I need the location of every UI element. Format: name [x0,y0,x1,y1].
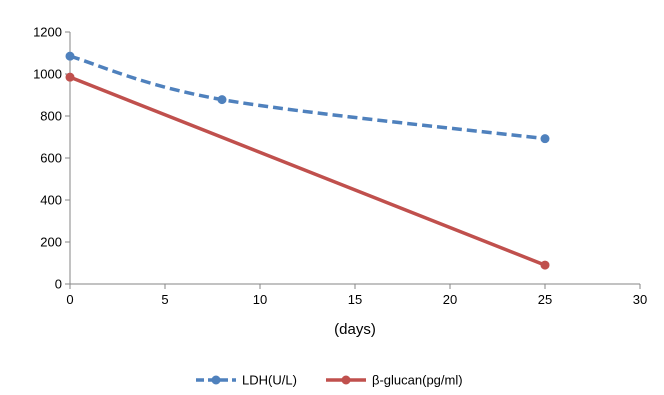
data-point [540,134,550,144]
series-2 [65,72,550,270]
legend-item-2: β-glucan(pg/ml) [326,373,463,388]
y-tick-label: 0 [55,277,62,292]
data-point [217,95,227,105]
x-tick-label: 5 [161,292,168,307]
y-tick-label: 800 [40,109,62,124]
data-point [540,260,550,270]
legend: LDH(U/L) β-glucan(pg/ml) [196,373,463,388]
series-line [69,54,546,141]
plot-series [65,51,550,270]
legend-label: β-glucan(pg/ml) [372,373,463,388]
series-1 [65,51,550,144]
x-axis-title: (days) [334,321,376,338]
x-tick-label: 20 [443,292,457,307]
series-line [69,75,546,267]
legend-swatch-marker [341,375,351,385]
x-tick-label: 30 [633,292,647,307]
y-tick-label: 200 [40,235,62,250]
legend-label: LDH(U/L) [242,373,297,388]
y-tick-label: 600 [40,151,62,166]
legend-item-1: LDH(U/L) [196,373,297,388]
x-tick-label: 10 [253,292,267,307]
data-point [65,51,75,61]
axes: 0 200 400 600 800 1000 1200 0 5 10 15 20 25 30 [33,25,647,308]
x-tick-label: 0 [66,292,73,307]
y-tick-label: 1000 [33,67,62,82]
data-point [65,72,75,82]
y-tick-label: 1200 [33,25,62,40]
y-tick-label: 400 [40,193,62,208]
x-tick-label: 25 [538,292,552,307]
x-tick-label: 15 [348,292,362,307]
legend-swatch-marker [211,375,221,385]
